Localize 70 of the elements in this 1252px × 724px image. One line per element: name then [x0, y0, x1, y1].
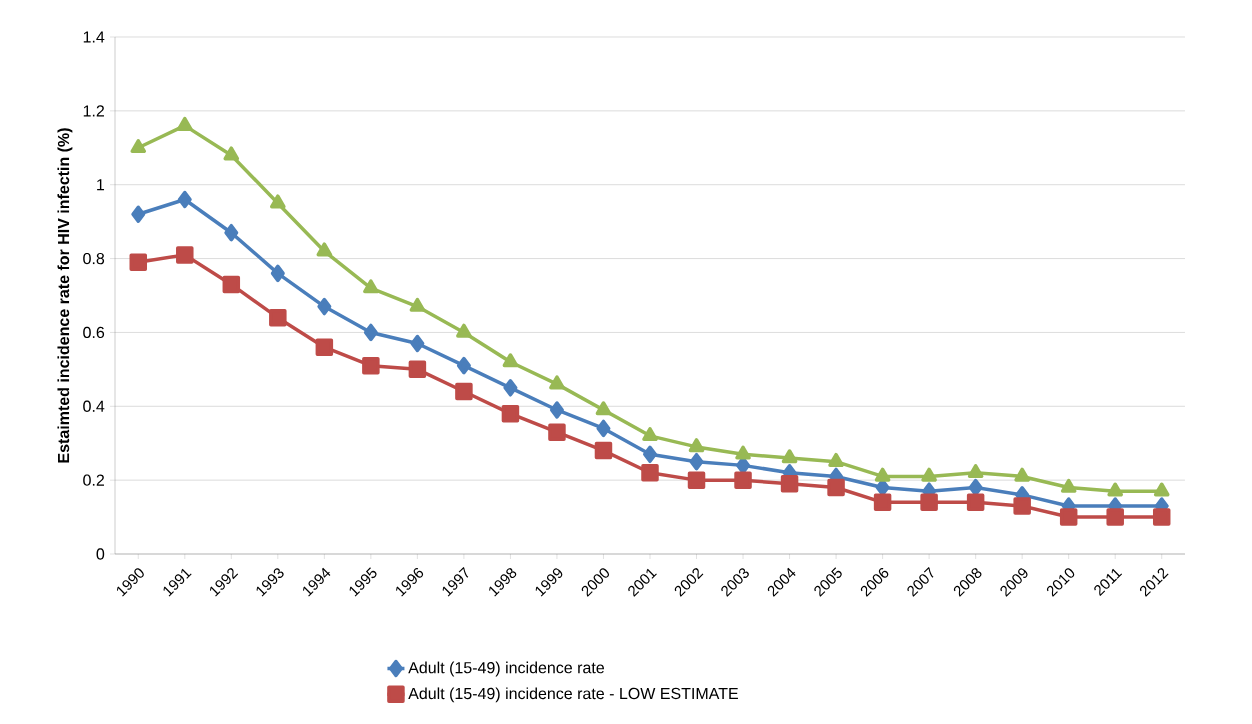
point	[1106, 508, 1124, 526]
point	[828, 452, 844, 467]
legend-label: Adult (15-49) incidence rate - LOW ESTIMATE	[408, 687, 738, 703]
point	[1060, 478, 1077, 493]
point	[873, 493, 892, 512]
point	[1014, 467, 1030, 482]
point	[921, 467, 937, 482]
point	[642, 427, 658, 442]
point	[827, 478, 845, 497]
point	[409, 297, 426, 312]
point	[363, 323, 378, 342]
point	[734, 471, 752, 489]
point	[966, 493, 985, 512]
point	[503, 379, 518, 397]
point	[130, 139, 147, 154]
y-tick-label: 1.4	[83, 31, 105, 43]
point	[548, 423, 566, 441]
point	[456, 323, 472, 338]
point	[363, 279, 379, 294]
point	[1059, 508, 1078, 526]
point	[222, 275, 241, 294]
point	[269, 308, 287, 327]
point	[362, 356, 380, 375]
point	[920, 493, 938, 512]
point	[315, 338, 334, 356]
point	[642, 445, 657, 464]
point	[410, 334, 425, 353]
point	[781, 449, 798, 464]
legend-label: Adult (15-49) incidence rate	[408, 661, 604, 677]
y-tick-label: 0.4	[83, 400, 105, 412]
y-axis-title: Estaimted incidence rate for HIV infectin (%)	[57, 128, 73, 463]
y-tick-label: 1	[97, 179, 105, 191]
y-tick-label: 0	[96, 548, 105, 560]
y-tick-label: 0.8	[83, 252, 105, 265]
point	[967, 464, 984, 479]
point	[129, 253, 148, 272]
point	[641, 464, 659, 482]
point	[687, 471, 706, 489]
point	[1153, 482, 1170, 497]
point	[176, 116, 193, 131]
point	[596, 419, 611, 438]
point	[223, 146, 240, 161]
point	[689, 452, 704, 471]
point	[502, 353, 519, 368]
point	[1107, 482, 1124, 497]
point	[131, 205, 146, 223]
point	[224, 223, 239, 242]
point	[688, 438, 705, 453]
point	[1152, 508, 1171, 526]
point	[456, 356, 471, 375]
point	[408, 360, 427, 379]
y-tick-label: 1.2	[83, 105, 104, 117]
point	[270, 264, 285, 283]
point	[594, 441, 613, 460]
point	[270, 194, 286, 209]
point	[549, 401, 564, 419]
point	[735, 445, 751, 460]
point	[316, 242, 333, 257]
y-tick-label: 0.2	[83, 474, 104, 486]
point	[874, 467, 891, 482]
point	[595, 401, 612, 416]
point	[317, 297, 332, 316]
point	[177, 190, 192, 209]
point	[549, 375, 565, 390]
point	[455, 382, 473, 401]
point	[780, 475, 799, 493]
point	[501, 404, 520, 423]
y-tick-label: 0.6	[83, 326, 105, 339]
point	[1013, 497, 1031, 515]
point	[176, 246, 194, 264]
